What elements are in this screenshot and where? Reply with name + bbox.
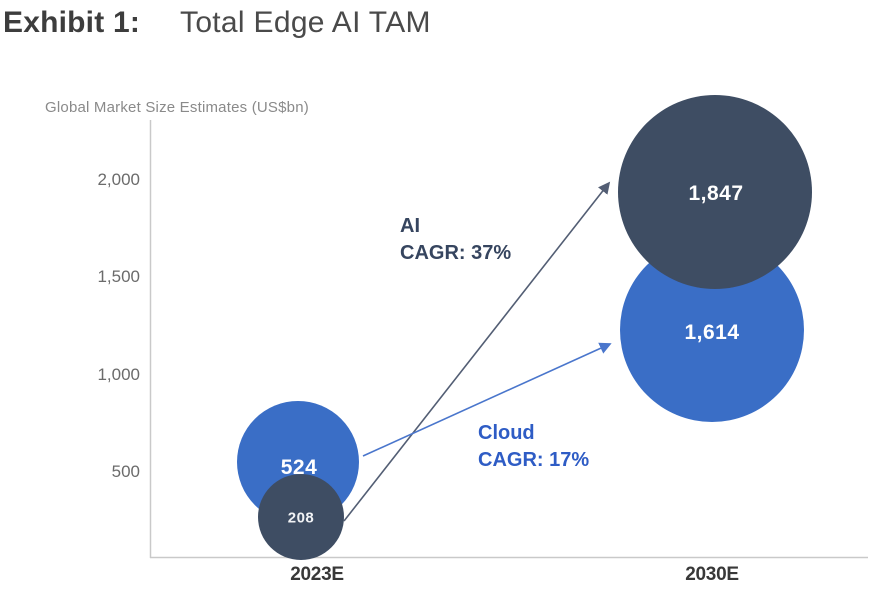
y-axis-title: Global Market Size Estimates (US$bn) <box>45 99 309 116</box>
y-tick-1500: 1,500 <box>97 267 140 286</box>
cloud-cagr-annotation: Cloud CAGR: 17% <box>478 420 589 474</box>
bubble-value-cloud-2023: 524 <box>280 456 318 479</box>
bubble-value-ai-2030: 1,847 <box>688 182 744 205</box>
bubble-ai-2030 <box>618 95 812 289</box>
bubble-cloud-2030 <box>620 238 804 422</box>
ai-growth-arrow <box>343 181 611 522</box>
bubble-value-ai-2023: 208 <box>287 509 315 527</box>
bubble-ai-2023 <box>258 474 344 560</box>
ai-cagr-annotation: AI CAGR: 37% <box>400 213 511 267</box>
cloud-series-name: Cloud <box>478 422 535 444</box>
ai-series-name: AI <box>400 215 420 237</box>
page-title: Total Edge AI TAM <box>180 6 431 39</box>
ai-cagr-value: CAGR: 37% <box>400 242 512 264</box>
exhibit-title: Exhibit 1: Total Edge AI TAM <box>3 6 431 40</box>
y-tick-2000: 2,000 <box>97 170 140 189</box>
x-label-2023e: 2023E <box>290 564 344 585</box>
cloud-growth-arrow <box>362 342 612 457</box>
exhibit-number: Exhibit 1: <box>3 6 141 39</box>
x-label-2030e: 2030E <box>685 564 739 585</box>
bubble-value-cloud-2030: 1,614 <box>684 321 740 344</box>
y-tick-1000: 1,000 <box>97 365 140 384</box>
y-tick-500: 500 <box>111 462 140 481</box>
cloud-cagr-value: CAGR: 17% <box>478 449 590 471</box>
